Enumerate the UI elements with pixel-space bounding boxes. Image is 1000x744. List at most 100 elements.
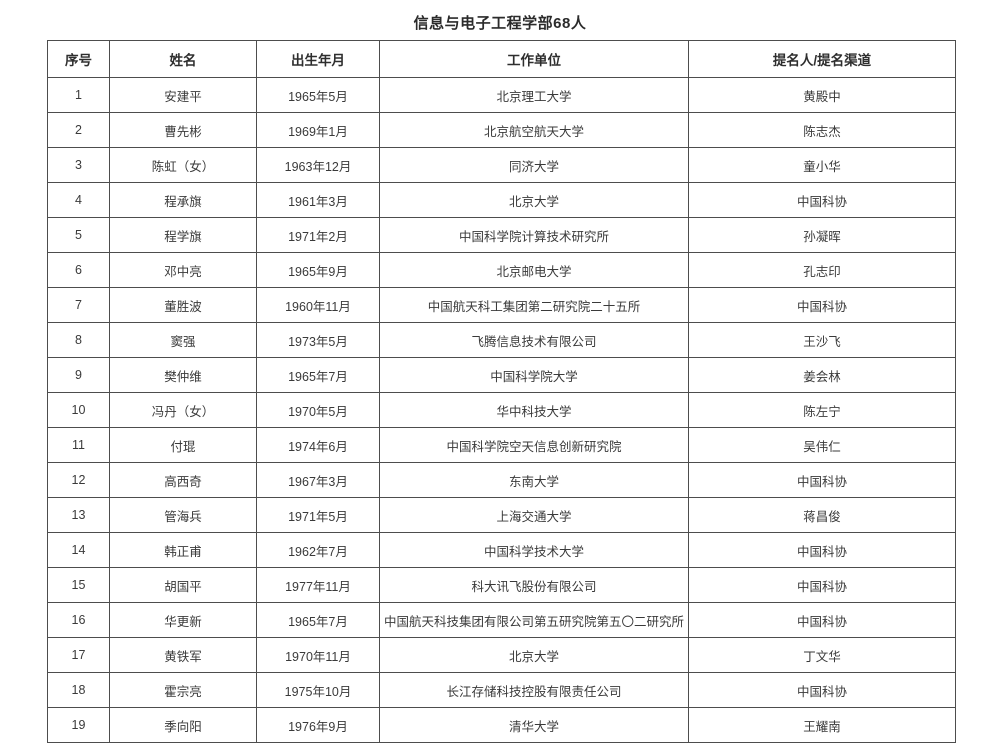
cell-no: 9 — [47, 357, 110, 393]
header-cell-name: 姓名 — [109, 40, 257, 78]
cell-no: 6 — [47, 252, 110, 288]
header-cell-nominator: 提名人/提名渠道 — [688, 40, 956, 78]
cell-name: 樊仲维 — [109, 357, 257, 393]
cell-name: 安建平 — [109, 77, 257, 113]
cell-no: 10 — [47, 392, 110, 428]
cell-org: 中国航天科工集团第二研究院二十五所 — [379, 287, 689, 323]
cell-name: 韩正甫 — [109, 532, 257, 568]
cell-birth: 1967年3月 — [256, 462, 380, 498]
table-row: 6 邓中亮 1965年9月 北京邮电大学 孔志印 — [47, 252, 956, 288]
cell-org: 长江存储科技控股有限责任公司 — [379, 672, 689, 708]
table-row: 18 霍宗亮 1975年10月 长江存储科技控股有限责任公司 中国科协 — [47, 672, 956, 708]
cell-org: 北京航空航天大学 — [379, 112, 689, 148]
cell-birth: 1965年9月 — [256, 252, 380, 288]
cell-birth: 1961年3月 — [256, 182, 380, 218]
cell-org: 北京邮电大学 — [379, 252, 689, 288]
cell-name: 程承旗 — [109, 182, 257, 218]
nominees-table: 序号 姓名 出生年月 工作单位 提名人/提名渠道 1 安建平 1965年5月 北京理工… — [47, 40, 956, 743]
cell-birth: 1965年7月 — [256, 357, 380, 393]
cell-no: 12 — [47, 462, 110, 498]
cell-org: 北京大学 — [379, 182, 689, 218]
cell-no: 4 — [47, 182, 110, 218]
cell-birth: 1960年11月 — [256, 287, 380, 323]
cell-nominator: 中国科协 — [688, 567, 956, 603]
cell-birth: 1977年11月 — [256, 567, 380, 603]
cell-nominator: 中国科协 — [688, 287, 956, 323]
cell-nominator: 孔志印 — [688, 252, 956, 288]
cell-name: 窦强 — [109, 322, 257, 358]
cell-no: 13 — [47, 497, 110, 533]
cell-no: 8 — [47, 322, 110, 358]
cell-no: 14 — [47, 532, 110, 568]
cell-org: 同济大学 — [379, 147, 689, 183]
cell-name: 霍宗亮 — [109, 672, 257, 708]
table-row: 9 樊仲维 1965年7月 中国科学院大学 姜会林 — [47, 357, 956, 393]
cell-name: 胡国平 — [109, 567, 257, 603]
cell-nominator: 姜会林 — [688, 357, 956, 393]
cell-birth: 1962年7月 — [256, 532, 380, 568]
header-row: 序号 姓名 出生年月 工作单位 提名人/提名渠道 — [47, 40, 956, 78]
table-row: 3 陈虹（女） 1963年12月 同济大学 童小华 — [47, 147, 956, 183]
cell-nominator: 陈志杰 — [688, 112, 956, 148]
cell-nominator: 童小华 — [688, 147, 956, 183]
cell-org: 中国科学院空天信息创新研究院 — [379, 427, 689, 463]
table-row: 4 程承旗 1961年3月 北京大学 中国科协 — [47, 182, 956, 218]
table-row: 16 华更新 1965年7月 中国航天科技集团有限公司第五研究院第五〇二研究所 中国科协 — [47, 602, 956, 638]
cell-nominator: 王耀南 — [688, 707, 956, 743]
cell-name: 董胜波 — [109, 287, 257, 323]
cell-no: 16 — [47, 602, 110, 638]
cell-birth: 1969年1月 — [256, 112, 380, 148]
cell-nominator: 陈左宁 — [688, 392, 956, 428]
table-row: 5 程学旗 1971年2月 中国科学院计算技术研究所 孙凝晖 — [47, 217, 956, 253]
cell-no: 17 — [47, 637, 110, 673]
cell-org: 上海交通大学 — [379, 497, 689, 533]
cell-no: 5 — [47, 217, 110, 253]
cell-org: 北京理工大学 — [379, 77, 689, 113]
cell-name: 曹先彬 — [109, 112, 257, 148]
cell-nominator: 中国科协 — [688, 532, 956, 568]
table-row: 15 胡国平 1977年11月 科大讯飞股份有限公司 中国科协 — [47, 567, 956, 603]
cell-name: 华更新 — [109, 602, 257, 638]
cell-nominator: 王沙飞 — [688, 322, 956, 358]
cell-name: 邓中亮 — [109, 252, 257, 288]
table-row: 13 管海兵 1971年5月 上海交通大学 蒋昌俊 — [47, 497, 956, 533]
cell-birth: 1974年6月 — [256, 427, 380, 463]
cell-nominator: 中国科协 — [688, 602, 956, 638]
header-cell-no: 序号 — [47, 40, 110, 78]
cell-nominator: 吴伟仁 — [688, 427, 956, 463]
table-row: 11 付琨 1974年6月 中国科学院空天信息创新研究院 吴伟仁 — [47, 427, 956, 463]
header-cell-birth: 出生年月 — [256, 40, 380, 78]
cell-no: 1 — [47, 77, 110, 113]
cell-name: 程学旗 — [109, 217, 257, 253]
cell-nominator: 蒋昌俊 — [688, 497, 956, 533]
cell-name: 黄铁军 — [109, 637, 257, 673]
cell-nominator: 孙凝晖 — [688, 217, 956, 253]
table-header: 序号 姓名 出生年月 工作单位 提名人/提名渠道 — [47, 40, 956, 78]
cell-name: 付琨 — [109, 427, 257, 463]
table-row: 17 黄铁军 1970年11月 北京大学 丁文华 — [47, 637, 956, 673]
cell-name: 高西奇 — [109, 462, 257, 498]
cell-name: 季向阳 — [109, 707, 257, 743]
table-row: 1 安建平 1965年5月 北京理工大学 黄殿中 — [47, 77, 956, 113]
table-row: 2 曹先彬 1969年1月 北京航空航天大学 陈志杰 — [47, 112, 956, 148]
cell-no: 11 — [47, 427, 110, 463]
cell-org: 华中科技大学 — [379, 392, 689, 428]
cell-name: 冯丹（女） — [109, 392, 257, 428]
cell-org: 中国科学技术大学 — [379, 532, 689, 568]
cell-org: 中国航天科技集团有限公司第五研究院第五〇二研究所 — [379, 602, 689, 638]
cell-org: 科大讯飞股份有限公司 — [379, 567, 689, 603]
cell-birth: 1970年5月 — [256, 392, 380, 428]
cell-nominator: 中国科协 — [688, 462, 956, 498]
cell-no: 3 — [47, 147, 110, 183]
cell-birth: 1971年5月 — [256, 497, 380, 533]
cell-name: 陈虹（女） — [109, 147, 257, 183]
cell-birth: 1975年10月 — [256, 672, 380, 708]
table-row: 14 韩正甫 1962年7月 中国科学技术大学 中国科协 — [47, 532, 956, 568]
cell-nominator: 丁文华 — [688, 637, 956, 673]
table-body: 1 安建平 1965年5月 北京理工大学 黄殿中 2 曹先彬 1969年1月 北京航空航天大学陈… — [47, 77, 956, 743]
cell-no: 19 — [47, 707, 110, 743]
cell-org: 飞腾信息技术有限公司 — [379, 322, 689, 358]
cell-no: 7 — [47, 287, 110, 323]
cell-birth: 1965年7月 — [256, 602, 380, 638]
cell-no: 2 — [47, 112, 110, 148]
